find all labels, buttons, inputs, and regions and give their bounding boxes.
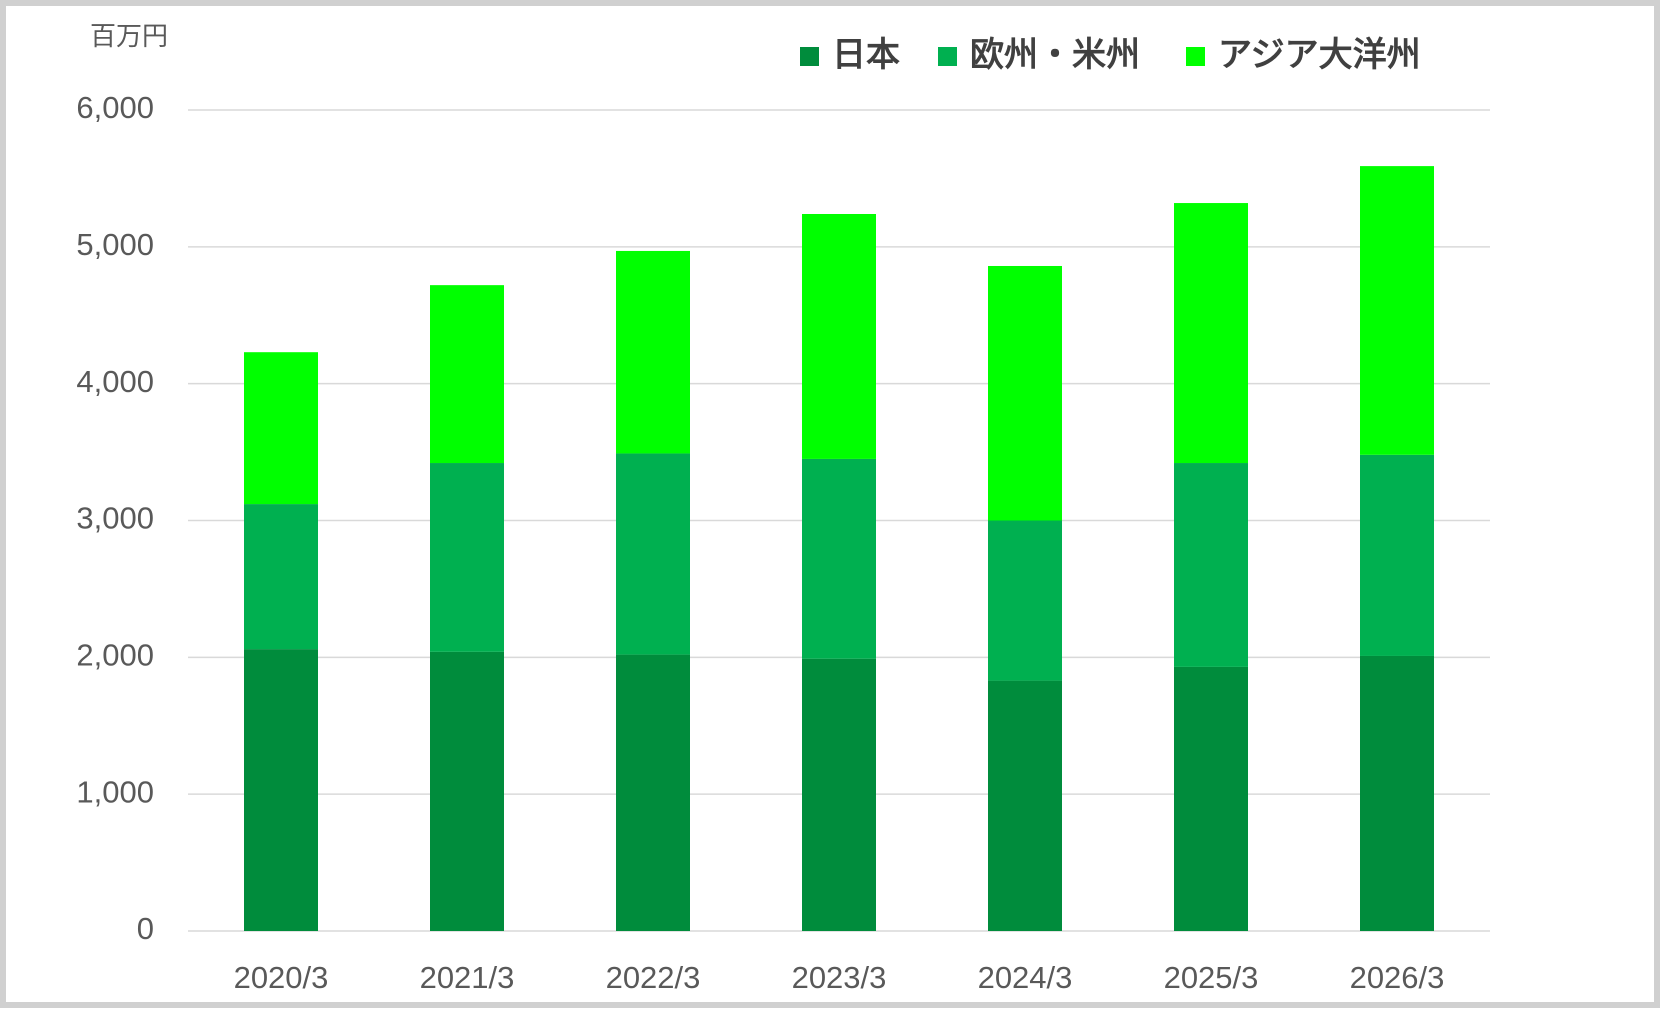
x-tick-label: 2021/3 [420, 960, 515, 995]
bar-segment [1174, 666, 1248, 931]
bar-segment [802, 213, 876, 459]
y-tick-label: 6,000 [76, 90, 154, 125]
y-unit: 百万円 [90, 21, 168, 51]
legend-label: 欧州・米州 [970, 36, 1140, 74]
x-tick-label: 2020/3 [234, 960, 329, 995]
y-tick-label: 2,000 [76, 638, 154, 673]
bar-segment [616, 453, 690, 655]
bar-segment [430, 463, 504, 652]
bar-segment [430, 651, 504, 931]
bar-segment [616, 654, 690, 931]
bar-segment [988, 680, 1062, 931]
y-tick-label: 5,000 [76, 227, 154, 262]
legend-swatch [1186, 47, 1205, 66]
bar-segment [1360, 655, 1434, 931]
bar-segment [988, 265, 1062, 521]
y-tick-label: 0 [137, 911, 154, 946]
bar-segment [802, 458, 876, 659]
bar-segment [616, 250, 690, 454]
x-tick-label: 2023/3 [792, 960, 887, 995]
bar-segment [244, 504, 318, 650]
legend-swatch [938, 47, 957, 66]
x-tick-label: 2026/3 [1350, 960, 1445, 995]
bar-segment [1174, 463, 1248, 667]
bar-segment [244, 352, 318, 505]
bar-segment [244, 649, 318, 931]
bar-segment [1360, 166, 1434, 455]
x-tick-label: 2025/3 [1164, 960, 1259, 995]
bar-segment [988, 520, 1062, 681]
legend-label: アジア大洋州 [1218, 36, 1421, 74]
legend-swatch [800, 47, 819, 66]
bar-segment [1360, 454, 1434, 656]
y-tick-label: 4,000 [76, 364, 154, 399]
legend-label: 日本 [832, 36, 900, 74]
y-tick-label: 1,000 [76, 774, 154, 809]
x-tick-label: 2022/3 [606, 960, 701, 995]
bar-segment [430, 285, 504, 464]
bar-segment [802, 658, 876, 931]
y-tick-label: 3,000 [76, 501, 154, 536]
x-tick-label: 2024/3 [978, 960, 1073, 995]
bar-segment [1174, 203, 1248, 464]
